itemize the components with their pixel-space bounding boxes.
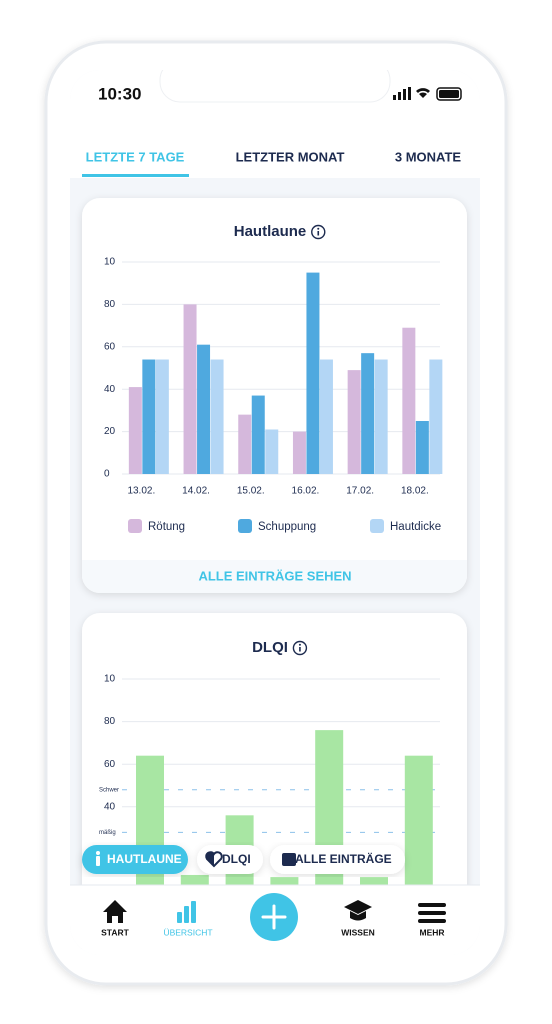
- y-tick-label: 10: [104, 674, 116, 685]
- y-tick-label: 60: [104, 341, 116, 352]
- legend-swatch: [128, 519, 142, 533]
- bar: [319, 359, 333, 474]
- bar: [155, 359, 169, 474]
- card-link[interactable]: ALLE EINTRÄGE SEHEN: [198, 568, 351, 583]
- bar: [238, 414, 252, 474]
- bar: [402, 327, 416, 474]
- tab-underline: [82, 174, 189, 177]
- nav-icon: [191, 901, 196, 923]
- bar: [347, 370, 361, 474]
- bar: [183, 304, 197, 474]
- chip-icon: [96, 856, 100, 866]
- card-footer: [82, 560, 467, 593]
- x-tick-label: 18.02.: [401, 486, 429, 497]
- info-icon[interactable]: [311, 224, 326, 240]
- y-tick-label: 20: [104, 426, 116, 437]
- nav-label[interactable]: MEHR: [419, 927, 444, 937]
- y-tick-label: 80: [104, 299, 116, 310]
- bar: [251, 395, 265, 474]
- chip-icon: [206, 852, 214, 866]
- y-tick-label: 10: [104, 257, 116, 268]
- filter-chip[interactable]: [82, 845, 188, 874]
- tab[interactable]: LETZTER MONAT: [236, 149, 345, 164]
- bar: [292, 431, 306, 474]
- filter-chip[interactable]: [270, 845, 405, 874]
- chip-icon: [96, 851, 100, 855]
- x-tick-label: 17.02.: [346, 486, 374, 497]
- y-tick-label: 40: [104, 801, 116, 812]
- nav-icon: [103, 900, 127, 923]
- notch: [159, 70, 391, 103]
- legend-label: Rötung: [148, 521, 185, 533]
- add-icon: [261, 904, 287, 930]
- filter-chip-label: ALLE EINTRÄGE: [295, 851, 392, 866]
- bar: [306, 272, 320, 474]
- y-tick-label: 80: [104, 716, 116, 727]
- bar: [404, 755, 433, 892]
- bar: [210, 359, 224, 474]
- y-tick-label: 40: [104, 384, 116, 395]
- tab[interactable]: LETZTE 7 TAGE: [86, 149, 185, 164]
- chart-title: DLQI: [252, 639, 288, 656]
- nav-label[interactable]: WISSEN: [341, 927, 375, 937]
- reference-label: Schwer: [99, 787, 119, 793]
- nav-icon: [344, 900, 372, 921]
- tab[interactable]: 3 MONATE: [395, 149, 462, 164]
- card: [82, 198, 467, 593]
- bar: [361, 353, 375, 474]
- bar: [265, 429, 279, 474]
- nav-icon: [418, 911, 446, 915]
- x-tick-label: 15.02.: [237, 486, 265, 497]
- nav-icon: [177, 912, 182, 923]
- nav-label[interactable]: START: [101, 927, 130, 937]
- filter-chip-label: DLQI: [222, 852, 251, 866]
- x-tick-label: 13.02.: [127, 486, 155, 497]
- legend-label: Hautdicke: [390, 521, 441, 533]
- x-tick-label: 14.02.: [182, 486, 210, 497]
- bar: [429, 359, 443, 474]
- legend-label: Schuppung: [258, 521, 316, 533]
- bar: [142, 359, 156, 474]
- info-icon: [298, 643, 301, 646]
- nav-label[interactable]: ÜBERSICHT: [163, 927, 212, 937]
- y-tick-label: 60: [104, 759, 116, 770]
- filter-chip-label: HAUTLAUNE: [107, 852, 182, 866]
- y-tick-label: 0: [104, 469, 110, 480]
- legend-swatch: [238, 519, 252, 533]
- nav-icon: [418, 903, 446, 907]
- reference-label: mäßig: [99, 830, 116, 836]
- bar: [128, 387, 142, 474]
- nav-icon: [184, 906, 189, 923]
- status-icons: [393, 87, 462, 101]
- info-icon[interactable]: [292, 640, 308, 656]
- chart-title: Hautlaune: [234, 223, 307, 240]
- info-icon: [317, 231, 320, 236]
- legend-swatch: [370, 519, 384, 533]
- bar: [415, 421, 429, 474]
- info-icon: [299, 647, 301, 652]
- chip-icon: [282, 853, 296, 866]
- status-time: 10:30: [98, 84, 141, 103]
- bar: [197, 344, 211, 474]
- bar: [374, 359, 388, 474]
- info-icon: [317, 227, 320, 230]
- x-tick-label: 16.02.: [292, 486, 320, 497]
- nav-icon: [418, 919, 446, 923]
